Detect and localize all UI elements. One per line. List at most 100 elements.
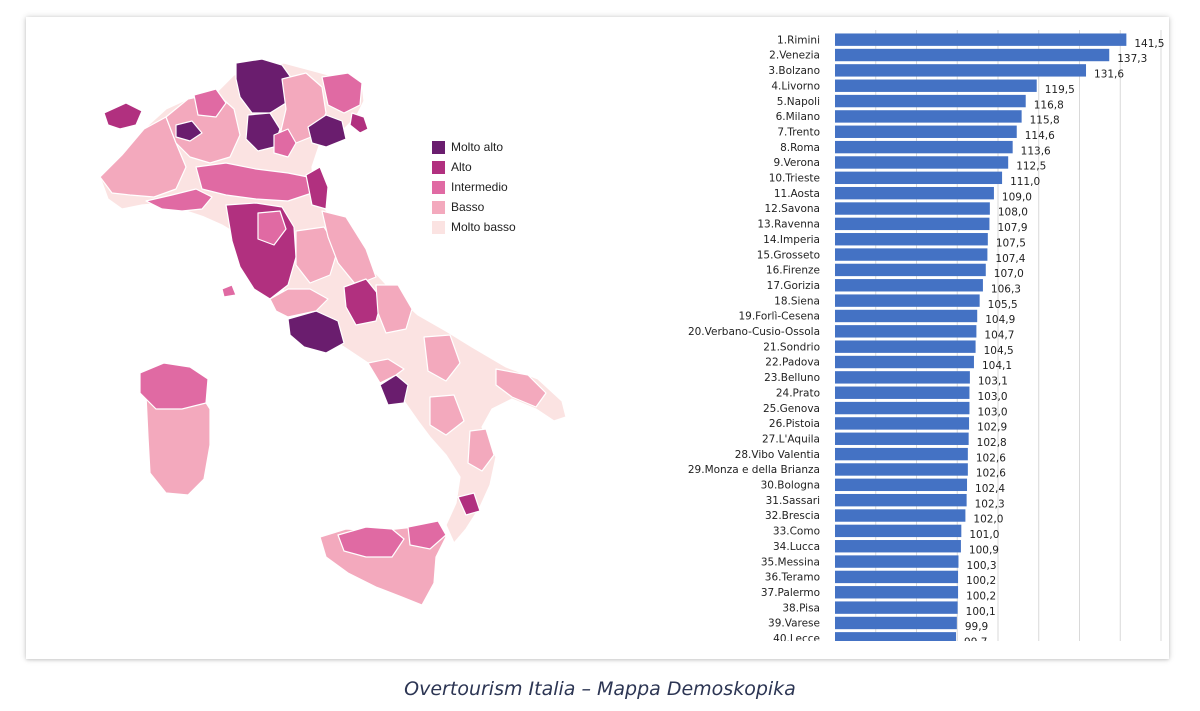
value-label: 104,9 [985, 314, 1015, 326]
bar [835, 64, 1087, 77]
value-labels: 141,5 137,3 131,6 119,5 116,8 115,8 114,6 113,6… [964, 38, 1164, 641]
bar [835, 217, 990, 231]
bar [835, 33, 1127, 46]
category-label: 10.Trieste [769, 173, 820, 185]
value-label: 112,5 [1016, 161, 1046, 173]
category-label: 30.Bologna [761, 480, 820, 492]
bar [835, 478, 968, 492]
bars [835, 33, 1127, 641]
bar [835, 186, 994, 200]
map-region-firenze [257, 210, 287, 246]
value-label: 103,0 [977, 406, 1007, 418]
map-region-como [193, 88, 227, 118]
category-label: 11.Aosta [774, 188, 820, 200]
bar [835, 463, 968, 476]
map-region-calabria [467, 428, 495, 472]
bar [835, 432, 969, 445]
category-label: 22.Padova [765, 357, 820, 369]
bar [835, 493, 967, 507]
bar [835, 632, 957, 641]
category-label: 23.Belluno [764, 372, 820, 384]
map-region-friuli [321, 72, 363, 114]
value-label: 103,1 [978, 376, 1008, 388]
category-label: 13.Ravenna [757, 219, 820, 231]
value-label: 107,5 [996, 237, 1026, 249]
category-label: 36.Teramo [765, 572, 820, 584]
map-region-trieste [349, 112, 369, 134]
map-sicilia [319, 520, 447, 606]
category-label: 5.Napoli [777, 96, 820, 108]
bar [835, 248, 988, 261]
value-label: 103,0 [977, 391, 1007, 403]
category-label: 12.Savona [764, 203, 820, 215]
map-region-bolzano [235, 58, 293, 114]
bar [835, 294, 980, 307]
bar [835, 233, 988, 246]
map-region-elba [221, 284, 237, 298]
bar [835, 110, 1022, 123]
value-label: 100,2 [966, 590, 996, 602]
category-label: 16.Firenze [766, 265, 820, 277]
map-regions [99, 58, 567, 544]
bar [835, 279, 983, 292]
italy-map-panel: Molto alto Alto Intermedio Basso Molto b… [26, 17, 636, 612]
value-label: 114,6 [1025, 130, 1055, 142]
bar [835, 156, 1009, 169]
bar [835, 586, 959, 599]
map-region-messina [407, 520, 447, 550]
category-labels: 1.Rimini 2.Venezia 3.Bolzano 4.Livorno 5.Nap… [688, 34, 820, 641]
value-label: 105,5 [988, 299, 1018, 311]
category-label: 37.Palermo [761, 587, 820, 599]
value-label: 102,9 [977, 422, 1007, 434]
map-region-umbria [295, 226, 339, 284]
category-label: 6.Milano [776, 111, 820, 123]
map-region-aosta [103, 102, 143, 130]
bar [835, 540, 961, 553]
category-label: 29.Monza e della Brianza [688, 464, 820, 476]
map-region-venezia [307, 114, 347, 148]
bar [835, 401, 970, 415]
value-label: 111,0 [1010, 176, 1040, 188]
value-label: 116,8 [1034, 99, 1064, 111]
bar [835, 325, 977, 338]
category-label: 34.Lucca [773, 541, 820, 553]
map-region-romagna [305, 166, 329, 210]
map-region-abruzzo [375, 284, 413, 334]
bar [835, 509, 966, 522]
value-label: 102,0 [973, 514, 1003, 526]
bar [835, 94, 1026, 108]
bar [835, 417, 970, 430]
map-region-perugia [343, 278, 383, 326]
category-label: 3.Bolzano [768, 65, 820, 77]
map-region-roma [287, 310, 345, 354]
bar [835, 524, 962, 538]
legend-swatch [432, 201, 445, 214]
category-label: 17.Gorizia [767, 280, 820, 292]
map-region-verona [273, 128, 297, 158]
bar [835, 171, 1003, 185]
category-label: 32.Brescia [765, 510, 820, 522]
bar [835, 616, 957, 630]
bar [835, 340, 976, 353]
value-label: 119,5 [1045, 84, 1075, 96]
figure-card: Molto alto Alto Intermedio Basso Molto b… [26, 17, 1169, 659]
value-label: 102,6 [976, 468, 1006, 480]
category-label: 9.Verona [774, 157, 820, 169]
value-label: 102,6 [976, 452, 1006, 464]
bar-chart-panel: 1.Rimini 2.Venezia 3.Bolzano 4.Livorno 5.Nap… [638, 17, 1169, 641]
legend-swatch [432, 161, 445, 174]
category-label: 19.Forlì-Cesena [738, 311, 820, 323]
value-label: 101,0 [969, 529, 999, 541]
value-label: 99,9 [965, 621, 988, 633]
bar [835, 601, 958, 614]
value-label: 100,9 [969, 544, 999, 556]
category-label: 8.Roma [780, 142, 820, 154]
value-label: 115,8 [1030, 115, 1060, 127]
value-label: 107,4 [995, 253, 1025, 265]
category-label: 1.Rimini [777, 34, 820, 46]
map-region-liguria [145, 188, 213, 212]
map-region-palermo [337, 526, 405, 558]
category-label: 24.Prato [776, 387, 820, 399]
map-region-milano [175, 120, 203, 142]
map-region-lecce [495, 368, 547, 408]
